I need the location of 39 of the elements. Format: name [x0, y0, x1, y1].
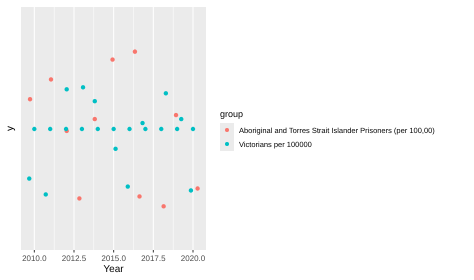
- point: [190, 126, 196, 132]
- point: [188, 188, 194, 193]
- point: [80, 85, 86, 90]
- point: [110, 57, 115, 62]
- point: [137, 194, 142, 199]
- point: [80, 126, 84, 132]
- point: [164, 91, 168, 96]
- point: [113, 146, 118, 152]
- point: [48, 126, 52, 132]
- point: [140, 120, 145, 126]
- point: [44, 192, 48, 197]
- x-axis-title: Year: [103, 264, 124, 275]
- point: [174, 126, 180, 132]
- legend-title: group: [220, 109, 244, 119]
- point: [195, 186, 200, 191]
- point: [174, 112, 178, 118]
- point: [161, 204, 166, 209]
- point: [132, 49, 138, 54]
- point: [32, 126, 37, 132]
- x-tick-label: 2010.0: [22, 254, 48, 263]
- x-tick-label: 2015.0: [101, 254, 126, 263]
- x-tick-label: 2012.5: [62, 254, 87, 263]
- point: [64, 87, 69, 92]
- point: [159, 126, 164, 132]
- x-tick-label: 2017.5: [141, 254, 166, 263]
- point: [27, 176, 32, 181]
- point: [48, 77, 54, 82]
- point: [126, 184, 130, 189]
- point: [111, 126, 116, 132]
- point: [127, 126, 132, 132]
- x-tick-label: 2020.0: [180, 254, 206, 263]
- point: [28, 97, 32, 102]
- point: [92, 99, 97, 104]
- y-axis-title: y: [5, 126, 16, 131]
- point: [96, 126, 100, 132]
- point: [179, 116, 184, 122]
- point: [77, 196, 82, 201]
- point: [92, 116, 97, 122]
- point: [143, 126, 148, 132]
